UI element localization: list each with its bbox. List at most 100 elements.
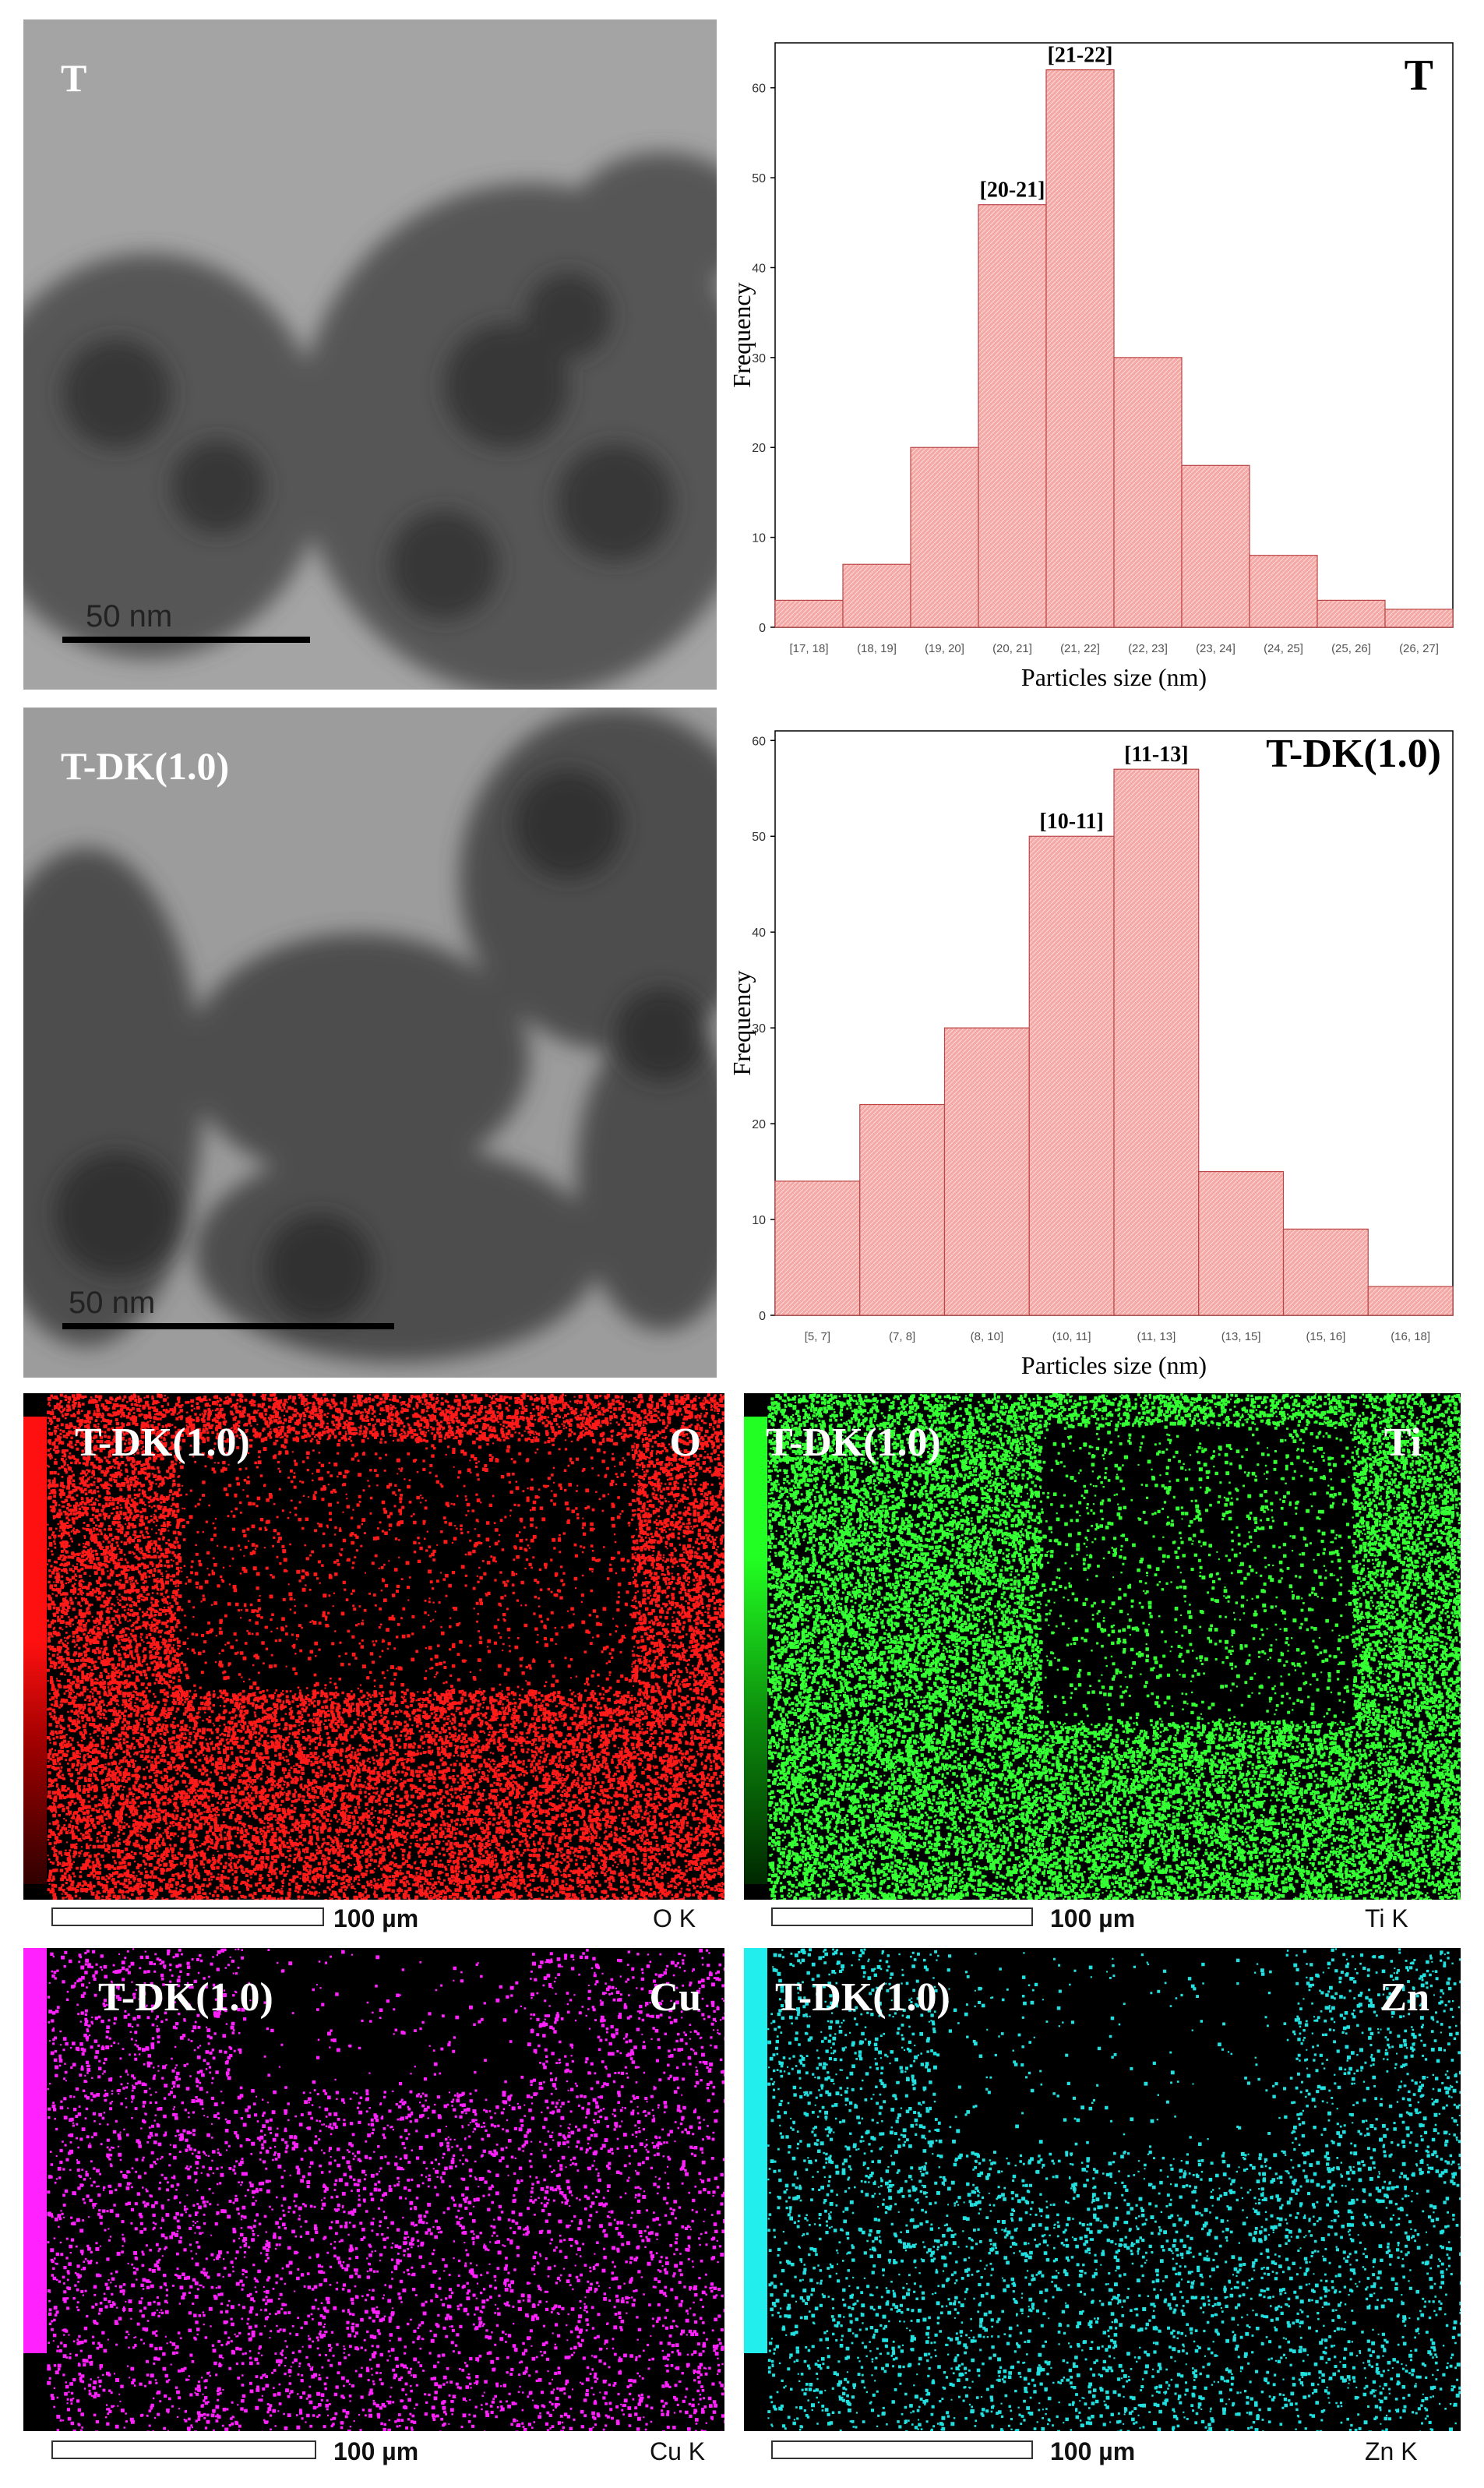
y-tick-label: 50	[752, 831, 766, 844]
y-tick-label: 60	[752, 83, 766, 96]
bar	[978, 205, 1046, 627]
bar	[1317, 600, 1385, 627]
bar	[945, 1028, 1030, 1315]
y-tick-label: 40	[752, 926, 766, 940]
bar	[1284, 1229, 1369, 1315]
bar	[1029, 836, 1114, 1315]
x-tick-label: (21, 22]	[1060, 642, 1100, 655]
x-tick-label: [5, 7]	[805, 1330, 830, 1343]
y-tick-label: 0	[759, 622, 766, 635]
bar	[911, 447, 978, 627]
scale-bar-label: 50 nm	[86, 599, 172, 634]
x-tick-label: (22, 23]	[1128, 642, 1168, 655]
y-axis-label: Frequency	[728, 282, 756, 387]
scale-bar-label: 50 nm	[69, 1286, 155, 1321]
bar	[1199, 1172, 1284, 1315]
y-tick-label: 50	[752, 172, 766, 185]
histogram-tdk: 0 10 20 30 40 50 60 [5, 7] (7, 8] (8, 10] (10, 11]…	[728, 708, 1465, 1385]
x-tick-label: (25, 26]	[1331, 642, 1371, 655]
map-key-label: O K	[653, 1904, 696, 1933]
edx-map-zn: T-DK(1.0) Zn	[744, 1948, 1461, 2431]
map-scale-label: 100 µm	[1050, 1904, 1135, 1933]
bar	[775, 1181, 860, 1315]
chart-corner-label: T	[1405, 51, 1433, 101]
x-axis-label: Particles size (nm)	[1021, 1351, 1207, 1379]
bar-annotation: [11-13]	[1124, 743, 1188, 767]
y-axis-label: Frequency	[728, 970, 756, 1075]
x-tick-label: (26, 27]	[1399, 642, 1439, 655]
y-tick-label: 10	[752, 532, 766, 545]
map-texture	[23, 1948, 724, 2431]
map-scale-label: 100 µm	[1050, 2437, 1135, 2466]
x-tick-label: (18, 19]	[857, 642, 897, 655]
map-key-label: Zn K	[1365, 2437, 1418, 2466]
bar	[1182, 465, 1250, 627]
x-tick-label: (24, 25]	[1264, 642, 1303, 655]
map-scale-bar	[51, 1907, 324, 1926]
map-texture	[744, 1393, 1461, 1900]
edx-map-ti: T-DK(1.0) Ti	[744, 1393, 1461, 1900]
bar	[775, 600, 843, 627]
map-scale-bar	[771, 2440, 1033, 2459]
x-tick-label: (15, 16]	[1306, 1330, 1345, 1343]
x-tick-label: (8, 10]	[971, 1330, 1004, 1343]
map-scale-label: 100 µm	[333, 2437, 418, 2466]
map-sample-label: T-DK(1.0)	[766, 1420, 941, 1466]
y-tick-label: 60	[752, 735, 766, 748]
bar	[1046, 70, 1114, 627]
bar	[860, 1105, 945, 1315]
y-tick-label: 20	[752, 442, 766, 455]
bar-annotation: [21-22]	[1048, 44, 1113, 68]
map-sample-label: T-DK(1.0)	[775, 1975, 950, 2020]
tem-image-tdk: T-DK(1.0) 50 nm	[23, 708, 717, 1378]
bar	[1114, 358, 1182, 627]
x-axis-label: Particles size (nm)	[1021, 663, 1207, 691]
tem-texture	[23, 19, 717, 690]
scale-bar	[62, 1323, 394, 1329]
y-tick-label: 0	[759, 1310, 766, 1323]
y-tick-label: 40	[752, 262, 766, 275]
map-key-label: Cu K	[650, 2437, 705, 2466]
scale-bar	[62, 637, 310, 643]
tem-label: T-DK(1.0)	[61, 743, 229, 789]
histogram-t: 0 10 20 30 40 50 60 [17, 18] (18, 19] (19, 20] (20…	[728, 19, 1465, 697]
bar	[1368, 1286, 1453, 1315]
map-sample-label: T-DK(1.0)	[75, 1420, 250, 1466]
tem-image-t: T 50 nm	[23, 19, 717, 690]
x-tick-label: (23, 24]	[1196, 642, 1235, 655]
x-tick-label: [17, 18]	[789, 642, 828, 655]
map-key-label: Ti K	[1365, 1904, 1408, 1933]
bar	[1114, 769, 1199, 1315]
map-element-label: O	[670, 1420, 701, 1466]
bar	[1385, 609, 1453, 627]
map-element-label: Ti	[1384, 1420, 1422, 1466]
x-tick-label: (19, 20]	[925, 642, 964, 655]
bar-annotation: [20-21]	[980, 178, 1045, 203]
tem-label: T	[61, 55, 86, 101]
map-element-label: Cu	[650, 1975, 701, 2020]
map-sample-label: T-DK(1.0)	[98, 1975, 273, 2020]
tem-texture	[23, 708, 717, 1378]
y-tick-label: 20	[752, 1118, 766, 1131]
bar-annotation: [10-11]	[1039, 810, 1103, 834]
x-tick-label: (10, 11]	[1052, 1330, 1091, 1343]
x-tick-label: (20, 21]	[992, 642, 1032, 655]
edx-map-cu: T-DK(1.0) Cu	[23, 1948, 724, 2431]
chart-corner-label: T-DK(1.0)	[1266, 731, 1441, 777]
map-texture	[744, 1948, 1461, 2431]
x-tick-label: (11, 13]	[1137, 1330, 1176, 1343]
x-tick-label: (16, 18]	[1391, 1330, 1430, 1343]
y-tick-label: 10	[752, 1214, 766, 1227]
edx-map-o: T-DK(1.0) O	[23, 1393, 724, 1900]
x-tick-label: (7, 8]	[889, 1330, 915, 1343]
map-texture	[23, 1393, 724, 1900]
map-element-label: Zn	[1380, 1975, 1429, 2020]
map-scale-bar	[51, 2440, 316, 2459]
map-scale-bar	[771, 1907, 1033, 1926]
map-scale-label: 100 µm	[333, 1904, 418, 1933]
bar	[843, 564, 911, 627]
bar	[1250, 556, 1317, 627]
x-tick-label: (13, 15]	[1221, 1330, 1261, 1343]
